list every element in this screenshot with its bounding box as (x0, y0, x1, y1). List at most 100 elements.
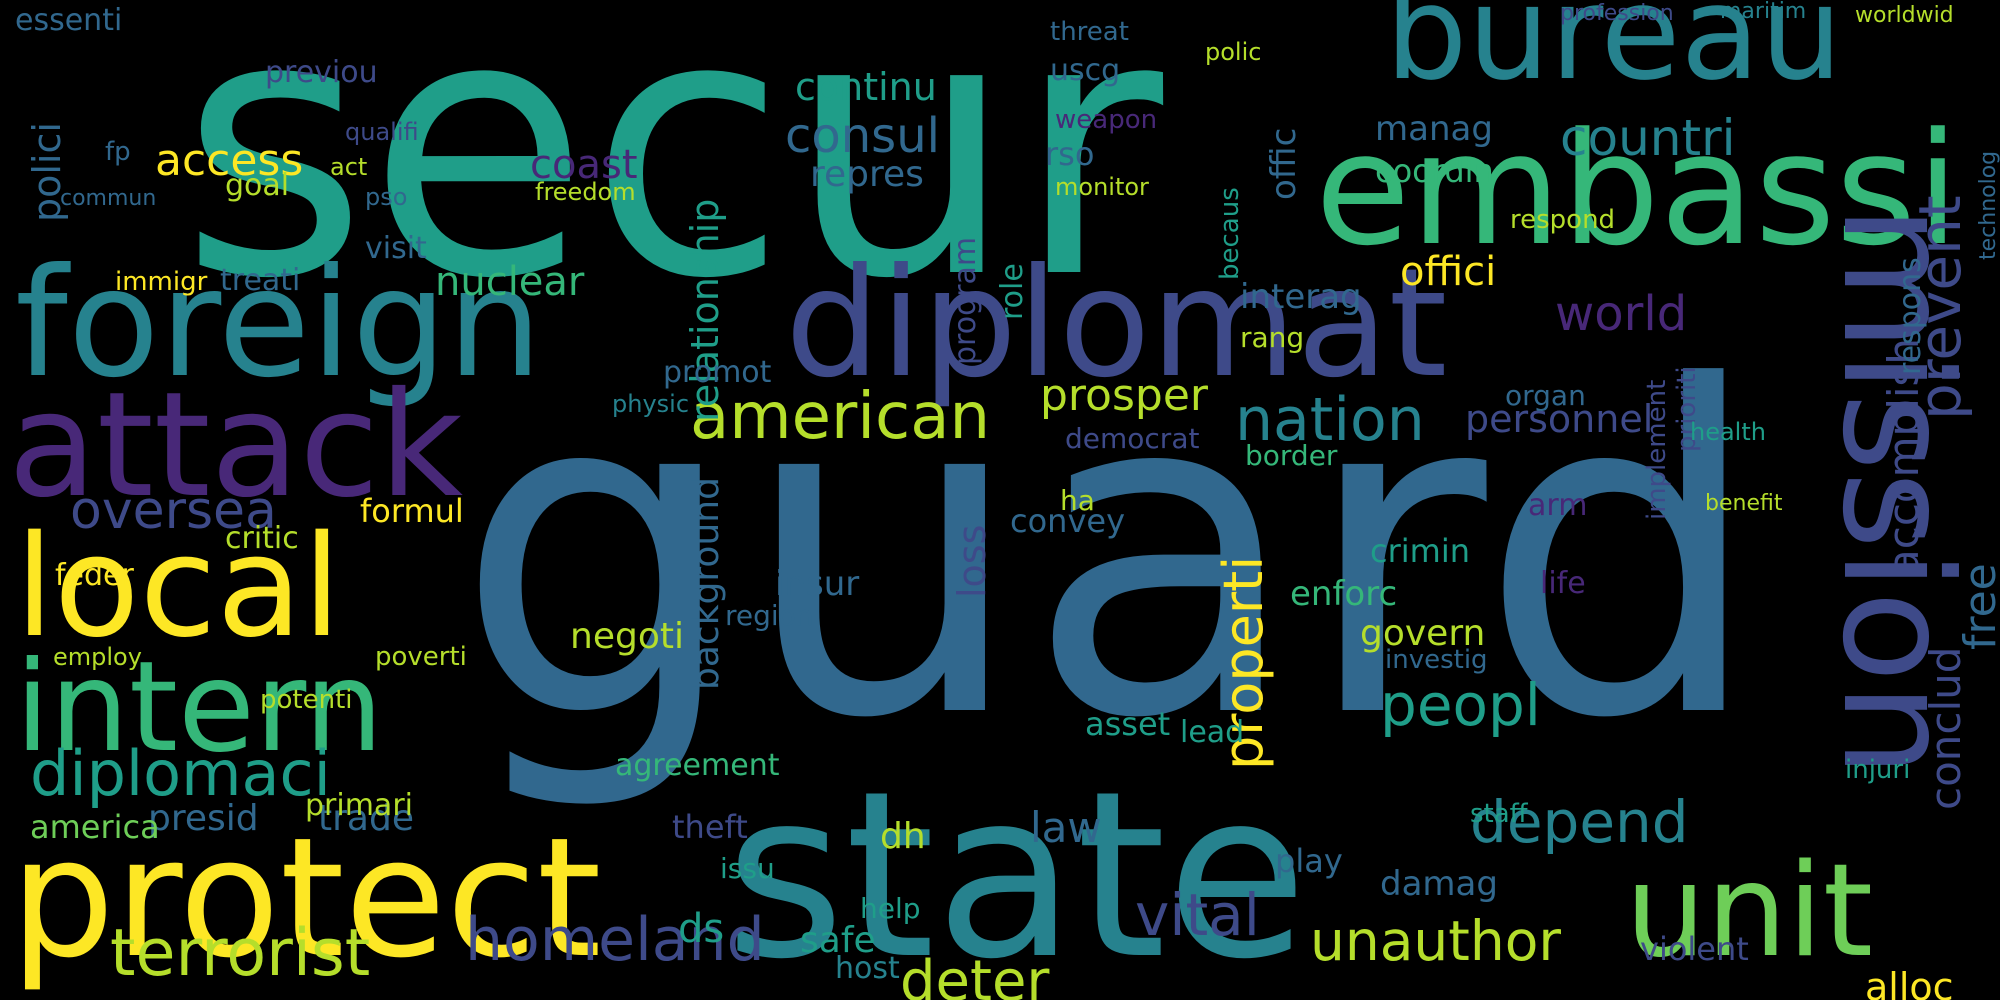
word: organ (1505, 379, 1586, 412)
word: conclud (1921, 647, 1970, 810)
word: convey (1010, 502, 1125, 540)
word: respond (1510, 205, 1615, 235)
word: issu (720, 852, 775, 885)
word: vital (1135, 881, 1260, 949)
word: free (1955, 563, 2000, 650)
word: properti (1212, 556, 1275, 770)
word: border (1245, 439, 1338, 472)
word: monitor (1055, 173, 1149, 201)
word: continu (795, 65, 937, 109)
word: loss (950, 525, 994, 598)
word: life (1540, 566, 1586, 601)
word: asset (1085, 705, 1170, 743)
word: polici (25, 122, 69, 222)
word: interag (1240, 277, 1362, 317)
word: law (1030, 803, 1102, 852)
word: maritim (1720, 0, 1806, 24)
word: govern (1360, 613, 1485, 654)
word: host (835, 951, 900, 986)
word: program (948, 237, 983, 365)
word: profession (1560, 1, 1674, 26)
word: freedom (535, 178, 636, 206)
word: arm (1528, 488, 1587, 523)
word: role (995, 263, 1030, 320)
word: immigr (115, 267, 208, 297)
word: manag (1375, 109, 1493, 149)
word: enforc (1290, 574, 1397, 614)
word: polic (1205, 38, 1261, 66)
word: lead (1180, 715, 1244, 750)
word: offici (1400, 249, 1496, 295)
word: consul (785, 108, 940, 164)
word: unauthor (1310, 909, 1561, 973)
word: terrorist (110, 916, 370, 991)
word: countri (1560, 109, 1736, 167)
word: prosper (1040, 370, 1209, 421)
word: intern (15, 635, 383, 780)
word: technolog (1976, 151, 2000, 260)
word: region (725, 599, 814, 632)
word: benefit (1705, 491, 1783, 516)
word: uscg (1050, 53, 1120, 88)
word: theft (672, 808, 748, 846)
word: dh (880, 816, 926, 857)
word: becaus (1215, 187, 1245, 280)
word: nation (1235, 385, 1425, 455)
word: visit (365, 231, 427, 266)
word: damag (1380, 864, 1498, 904)
word: accomplish (1879, 338, 1928, 575)
word: implement (1642, 380, 1672, 520)
word: democrat (1065, 422, 1199, 455)
word: rang (1240, 321, 1304, 354)
word: depend (1470, 788, 1689, 856)
word: potenti (260, 685, 353, 715)
word: weapon (1055, 105, 1157, 135)
word: alloc (1865, 965, 1954, 1000)
word: background (686, 477, 727, 690)
word: crimin (1370, 532, 1470, 570)
word: diplomat (785, 237, 1447, 411)
word: investig (1385, 645, 1488, 675)
word: play (1275, 842, 1343, 880)
word: negoti (570, 616, 684, 657)
word: protect (10, 802, 602, 994)
word: previou (265, 55, 378, 90)
word: poverti (375, 642, 467, 672)
word: foreign (15, 237, 542, 411)
word: health (1690, 418, 1766, 446)
word: personnel (1465, 397, 1653, 441)
word: feder (55, 558, 135, 593)
word: worldwid (1855, 3, 1954, 28)
word: peopl (1380, 671, 1541, 739)
word: commun (60, 186, 156, 211)
word: unit (1625, 837, 1873, 986)
word: injuri (1845, 755, 1910, 785)
word: relationship (683, 199, 727, 422)
word: repres (810, 154, 924, 195)
word: act (330, 153, 367, 181)
word: offic (1264, 128, 1304, 200)
word: primari (305, 788, 413, 823)
word: secur (180, 0, 1167, 357)
word: american (690, 380, 990, 454)
word: employ (53, 643, 142, 671)
word: attack (8, 361, 463, 530)
word: world (1555, 286, 1687, 342)
word: help (860, 892, 921, 925)
word: ds (678, 906, 724, 952)
word: deter (900, 949, 1050, 1000)
word: diplomaci (30, 737, 331, 810)
word: agreement (615, 748, 780, 783)
word: america (30, 808, 160, 846)
word: oversea (70, 481, 277, 541)
word: promot (663, 355, 772, 390)
word: homeland (465, 905, 765, 975)
word: ha (1060, 484, 1095, 517)
word: prioriti (1672, 366, 1702, 452)
word: state (725, 743, 1308, 1000)
word: threat (1050, 17, 1129, 47)
word: embassi (1315, 99, 1959, 280)
word: access (155, 135, 303, 186)
